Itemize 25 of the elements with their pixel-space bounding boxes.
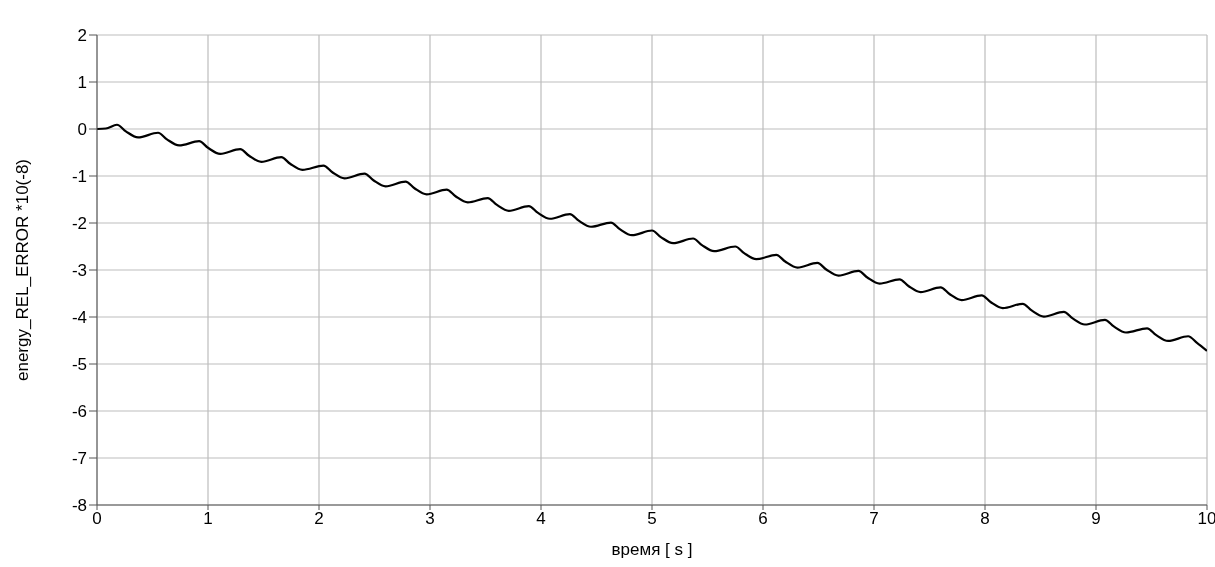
y-tick-label: -5 [71,355,87,375]
x-tick-label: 10 [1197,509,1215,529]
x-tick-label: 7 [869,509,879,529]
x-tick-label: 3 [425,509,435,529]
x-tick-label: 5 [647,509,657,529]
y-tick-label: -4 [71,308,87,328]
x-tick-label: 6 [758,509,768,529]
x-tick-label: 4 [536,509,546,529]
y-tick-label: 2 [77,26,87,46]
line-series [97,123,1207,352]
y-tick-label: -2 [71,214,87,234]
x-tick-label: 8 [980,509,990,529]
y-axis-title: energy_REL_ERROR *10(-8) [13,158,33,382]
y-tick-label: 0 [77,120,87,140]
x-axis-title: время [ s ] [611,540,693,559]
y-tick-label: -1 [71,167,87,187]
y-tick-label: -8 [71,496,87,516]
y-tick-label: -6 [71,402,87,422]
x-tick-label: 2 [314,509,324,529]
x-tick-label: 9 [1091,509,1101,529]
y-tick-label: 1 [77,73,87,93]
x-tick-label: 1 [203,509,213,529]
y-tick-label: -3 [71,261,87,281]
y-tick-label: -7 [71,449,87,469]
x-tick-label: 0 [92,509,102,529]
